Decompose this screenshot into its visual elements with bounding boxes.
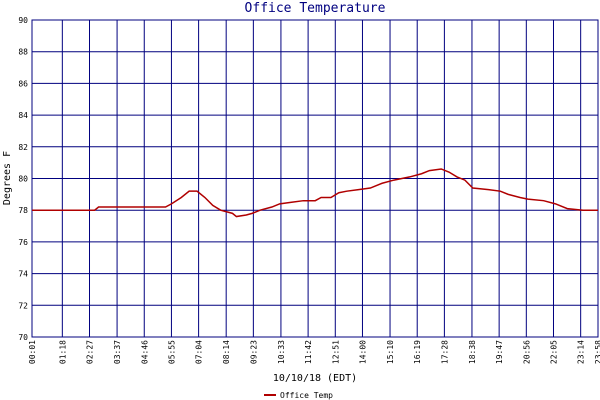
data-line [32,168,598,218]
y-tick-label: 70 [18,333,28,342]
x-tick-label: 22:05 [549,340,558,364]
legend-label: Office Temp [280,391,333,400]
chart-title: Office Temperature [245,1,386,16]
y-axis-label: Degrees F [2,151,13,205]
x-tick-label: 07:04 [195,340,204,364]
x-axis-label: 10/10/18 (EDT) [273,373,357,384]
x-tick-label: 23:14 [577,340,586,364]
x-tick-label: 03:37 [113,340,122,364]
y-tick-label: 76 [18,238,28,247]
x-tick-label: 15:10 [386,340,395,364]
y-tick-label: 74 [18,270,28,279]
x-tick-label: 11:42 [304,340,313,364]
x-tick-label: 23:58 [594,340,600,364]
x-tick-label: 02:27 [86,340,95,364]
x-tick-label: 16:19 [413,340,422,364]
y-tick-label: 84 [18,111,28,120]
x-tick-label: 08:14 [222,340,231,364]
x-tick-label: 01:18 [58,340,67,364]
x-tick-label: 04:46 [140,340,149,364]
x-tick-label: 05:55 [167,340,176,364]
x-tick-label: 14:00 [358,340,367,364]
y-tick-label: 82 [18,143,28,152]
x-tick-label: 10:33 [277,340,286,364]
y-tick-label: 86 [18,79,28,88]
x-tick-label: 17:28 [440,340,449,364]
x-tick-label: 18:38 [468,340,477,364]
x-tick-label: 20:56 [522,340,531,364]
y-tick-label: 88 [18,48,28,57]
y-tick-label: 90 [18,16,28,25]
y-tick-label: 78 [18,206,28,215]
y-tick-label: 72 [18,301,28,310]
x-tick-label: 12:51 [331,340,340,364]
x-tick-label: 09:23 [249,340,258,364]
x-tick-label: 00:01 [28,340,37,364]
x-tick-label: 19:47 [495,340,504,364]
y-tick-label: 80 [18,175,28,184]
